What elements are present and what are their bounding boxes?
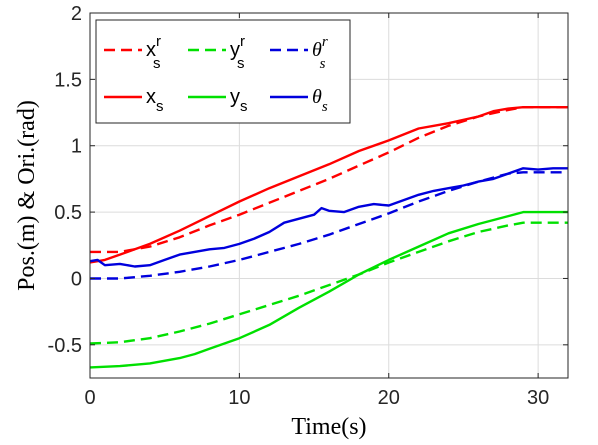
legend-label-sub: s [240,98,248,115]
legend-label-sub: s [153,55,161,72]
legend-label-sub: s [320,56,326,72]
legend: xr syr sθr sxs ys θs [95,19,351,124]
legend-label-5: θs [312,86,328,115]
series-line-3 [89,106,568,264]
legend-label-1: yr s [230,33,245,72]
legend-label-sub: s [156,98,164,115]
series-line-5 [89,167,568,268]
y-tick-label: 1 [71,136,82,158]
legend-label-sub: s [322,99,328,115]
x-axis-label: Time(s) [291,414,366,440]
legend-label-sup: r [322,34,328,50]
y-axis-label: Pos.(m) & Ori.(rad) [14,100,40,291]
legend-label-main: x [146,86,156,108]
legend-label-2: θr s [312,34,328,72]
legend-label-3: xs [146,86,164,115]
legend-label-main: y [230,39,240,61]
y-tick-label: 0 [71,268,82,290]
x-tick-label: 10 [228,387,250,409]
series-line-1 [89,221,568,345]
x-tick-label: 30 [527,387,549,409]
y-tick-label: 2 [71,3,82,25]
y-tick-label: 0.5 [54,202,82,224]
y-tick-label: -0.5 [48,335,82,357]
legend-box [95,19,351,124]
x-tick-label: 0 [84,387,95,409]
legend-label-main: y [230,86,240,108]
series-line-4 [89,210,568,369]
legend-label-4: ys [230,86,248,115]
legend-label-main: θ [312,86,322,108]
legend-label-sup: r [156,33,161,50]
axes-frame [89,12,569,379]
y-tick-label: 1.5 [54,69,82,91]
x-tick-label: 20 [378,387,400,409]
legend-label-main: θ [312,39,322,61]
legend-label-0: xr s [146,33,161,72]
legend-label-sup: r [240,33,245,50]
legend-label-sub: s [237,55,245,72]
legend-label-main: x [146,39,156,61]
